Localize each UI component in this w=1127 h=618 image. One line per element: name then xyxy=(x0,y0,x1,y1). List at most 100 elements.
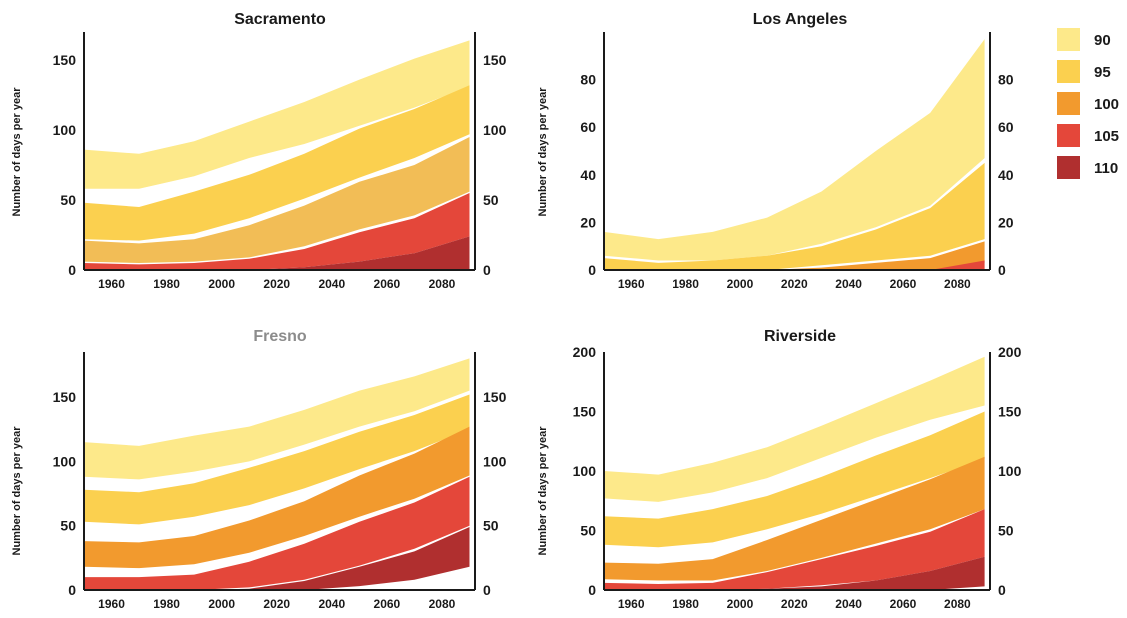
y-tick-label-right: 40 xyxy=(998,167,1014,183)
band-95 xyxy=(84,394,470,525)
y-tick-label-left: 50 xyxy=(60,192,76,208)
x-tick-label: 1980 xyxy=(672,597,699,611)
y-tick-label-right: 50 xyxy=(483,192,499,208)
band-105 xyxy=(84,476,470,590)
band-95 xyxy=(84,85,470,241)
y-tick-label-right: 100 xyxy=(483,453,507,469)
chart-title: Los Angeles xyxy=(753,11,848,28)
band-95 xyxy=(604,411,985,548)
band-90 xyxy=(604,39,985,261)
y-tick-label-right: 150 xyxy=(483,52,507,68)
y-axis-label: Number of days per year xyxy=(11,87,23,217)
x-tick-label: 1960 xyxy=(618,277,645,291)
y-tick-label-left: 200 xyxy=(573,344,597,360)
legend-label-105: 105 xyxy=(1094,128,1119,145)
y-tick-label-right: 150 xyxy=(483,389,507,405)
x-tick-label: 2020 xyxy=(263,277,290,291)
y-tick-label-right: 80 xyxy=(998,72,1014,88)
y-tick-label-right: 150 xyxy=(998,404,1022,420)
y-tick-label-right: 100 xyxy=(998,463,1022,479)
x-tick-label: 2000 xyxy=(727,597,754,611)
x-tick-label: 2000 xyxy=(208,277,235,291)
y-tick-label-left: 150 xyxy=(573,404,597,420)
x-tick-label: 2020 xyxy=(781,597,808,611)
band-105 xyxy=(84,193,470,270)
y-tick-label-left: 0 xyxy=(68,262,76,278)
band-90 xyxy=(84,40,470,189)
x-tick-label: 2060 xyxy=(890,597,917,611)
y-tick-label-right: 0 xyxy=(998,262,1006,278)
band-100 xyxy=(84,137,470,263)
legend: 90 95 100 105 110 xyxy=(1057,28,1119,179)
y-tick-label-left: 60 xyxy=(580,119,596,135)
x-tick-label: 2040 xyxy=(835,277,862,291)
x-tick-label: 2040 xyxy=(835,597,862,611)
legend-label-90: 90 xyxy=(1094,32,1111,49)
y-tick-label-left: 0 xyxy=(68,582,76,598)
x-tick-label: 1980 xyxy=(672,277,699,291)
band-100 xyxy=(604,241,985,270)
chart-title: Fresno xyxy=(253,328,307,345)
y-tick-label-left: 40 xyxy=(580,167,596,183)
x-tick-label: 2040 xyxy=(318,277,345,291)
y-tick-label-right: 0 xyxy=(483,262,491,278)
band-110 xyxy=(84,527,470,590)
x-tick-label: 2080 xyxy=(944,597,971,611)
chart-title: Sacramento xyxy=(234,11,326,28)
y-tick-label-left: 150 xyxy=(53,389,77,405)
y-tick-label-left: 50 xyxy=(60,518,76,534)
band-100 xyxy=(604,456,985,581)
chart-panel-sacramento: 0 0 50 50 100 100 150 150 1960 1980 2000 2020 2040 20… xyxy=(11,11,507,291)
y-tick-label-right: 50 xyxy=(483,518,499,534)
y-tick-label-right: 200 xyxy=(998,344,1022,360)
x-tick-label: 2020 xyxy=(781,277,808,291)
x-tick-label: 1980 xyxy=(153,277,180,291)
legend-swatch-105 xyxy=(1057,124,1080,147)
legend-label-110: 110 xyxy=(1094,160,1118,177)
y-tick-label-left: 100 xyxy=(573,463,597,479)
y-tick-label-right: 100 xyxy=(483,122,507,138)
legend-label-100: 100 xyxy=(1094,96,1119,113)
y-tick-label-right: 0 xyxy=(998,582,1006,598)
x-tick-label: 1980 xyxy=(153,597,180,611)
x-tick-label: 2080 xyxy=(429,277,456,291)
chart-title: Riverside xyxy=(764,328,836,345)
x-tick-label: 2060 xyxy=(890,277,917,291)
x-tick-label: 2060 xyxy=(374,597,401,611)
x-tick-label: 2000 xyxy=(208,597,235,611)
x-tick-label: 2080 xyxy=(429,597,456,611)
legend-swatch-90 xyxy=(1057,28,1080,51)
legend-swatch-110 xyxy=(1057,156,1080,179)
y-axis-label: Number of days per year xyxy=(537,426,549,556)
y-tick-label-left: 50 xyxy=(580,523,596,539)
legend-swatch-95 xyxy=(1057,60,1080,83)
x-tick-label: 1960 xyxy=(98,277,125,291)
y-tick-label-left: 0 xyxy=(588,582,596,598)
y-tick-label-left: 20 xyxy=(580,214,596,230)
band-90 xyxy=(604,356,985,502)
chart-panel-riverside: 0 0 50 50 100 100 150 150 200 200 1960 1980 2000 2020… xyxy=(537,328,1022,611)
band-95 xyxy=(604,162,985,270)
y-tick-label-right: 20 xyxy=(998,214,1014,230)
y-tick-label-right: 0 xyxy=(483,582,491,598)
x-tick-label: 1960 xyxy=(98,597,125,611)
y-tick-label-left: 0 xyxy=(588,262,596,278)
y-axis-label: Number of days per year xyxy=(537,87,549,217)
y-tick-label-left: 150 xyxy=(53,52,77,68)
band-110 xyxy=(84,236,470,270)
y-axis-label: Number of days per year xyxy=(11,426,23,556)
legend-swatch-100 xyxy=(1057,92,1080,115)
x-tick-label: 2080 xyxy=(944,277,971,291)
y-tick-label-left: 80 xyxy=(580,72,596,88)
x-tick-label: 2020 xyxy=(263,597,290,611)
chart-panel-fresno: 0 0 50 50 100 100 150 150 1960 1980 2000 2020 2040 20… xyxy=(11,328,507,611)
band-105 xyxy=(604,509,985,590)
x-tick-label: 2040 xyxy=(318,597,345,611)
x-tick-label: 2060 xyxy=(374,277,401,291)
y-tick-label-left: 100 xyxy=(53,453,77,469)
legend-label-95: 95 xyxy=(1094,64,1111,81)
x-tick-label: 2000 xyxy=(727,277,754,291)
y-tick-label-right: 60 xyxy=(998,119,1014,135)
